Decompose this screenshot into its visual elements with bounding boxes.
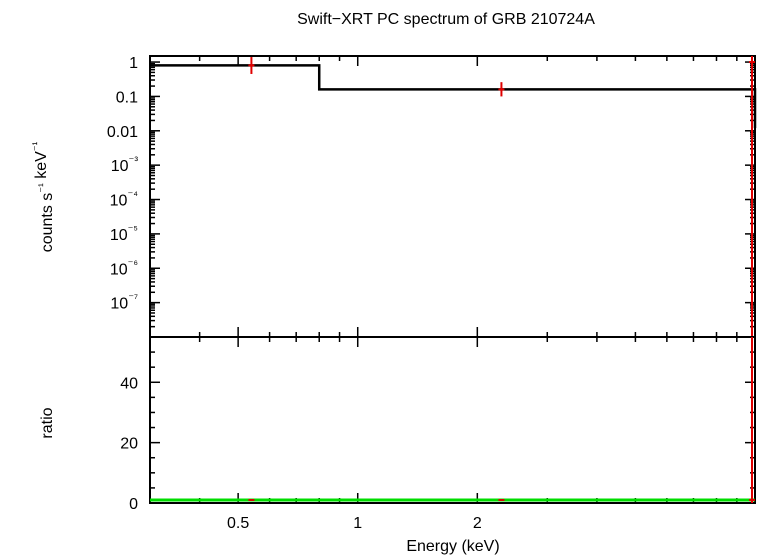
y-tick-label: 10⁻⁶ [110, 258, 138, 278]
y-tick-label: 40 [120, 375, 138, 392]
y-tick-label: 20 [120, 436, 138, 453]
y-tick-label: 1 [129, 55, 138, 72]
x-tick-label: 1 [353, 515, 362, 532]
y-tick-label: 10⁻⁵ [110, 224, 138, 244]
chart-title: Swift−XRT PC spectrum of GRB 210724A [297, 11, 595, 28]
y-tick-label: 10⁻⁴ [110, 190, 139, 210]
y-axis-label-part: counts s [39, 193, 56, 253]
model-line [150, 64, 757, 129]
y-tick-exponent: ⁻³ [129, 155, 139, 167]
y-tick-label: 0.01 [107, 124, 138, 141]
y-axis-label-part: keV [33, 151, 50, 183]
y-tick-label: 10⁻³ [111, 155, 139, 175]
y-axis-label-part: ⁻¹ [37, 183, 49, 193]
y-tick-label: 0.1 [116, 89, 138, 106]
spectrum-panel: 1 0.1 0.01 10⁻³ 10⁻⁴ 10⁻⁵ 10⁻⁶ 10⁻⁷ [107, 55, 757, 338]
x-axis-label: Energy (keV) [406, 538, 499, 555]
y-axis-label-part: ⁻¹ [31, 141, 43, 151]
y-tick-label: 10⁻⁷ [110, 293, 138, 313]
ratio-y-axis-label: ratio [39, 407, 56, 438]
x-tick-label: 2 [473, 515, 482, 532]
panel-frame [149, 55, 756, 338]
panel-frame [149, 336, 756, 504]
y-tick-label: 0 [129, 496, 138, 513]
y-tick-exponent: ⁻⁷ [128, 293, 138, 305]
y-tick-exponent: ⁻⁴ [127, 190, 138, 202]
x-tick-label: 0.5 [227, 515, 249, 532]
y-tick-exponent: ⁻⁵ [128, 224, 138, 236]
y-tick-exponent: ⁻⁶ [128, 258, 138, 270]
spectrum-y-axis-label: counts s⁻¹ keV⁻¹ [31, 141, 56, 252]
